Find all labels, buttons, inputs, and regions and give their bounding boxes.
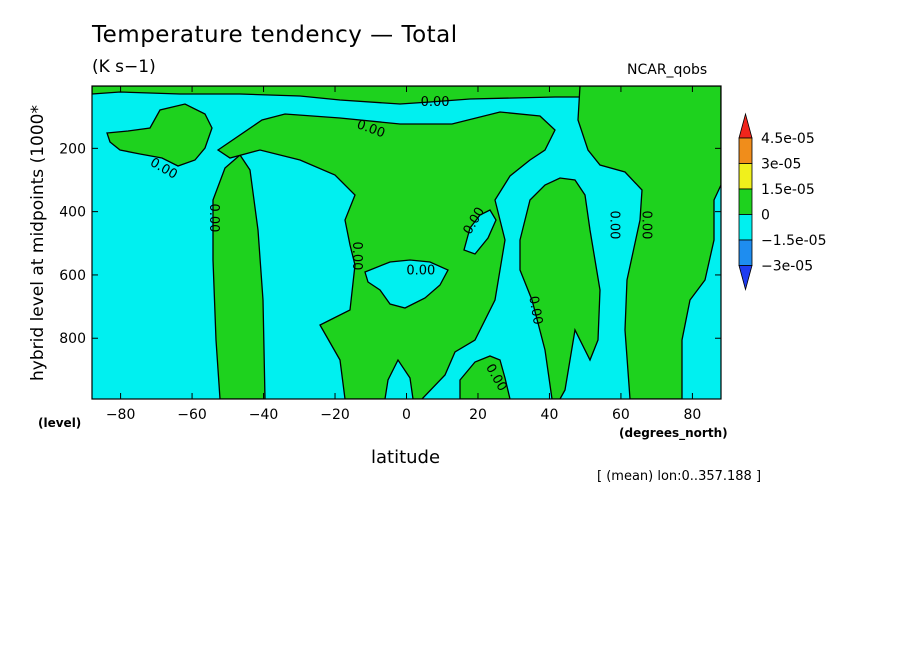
y-tick-label: 600 xyxy=(59,268,86,284)
x-tick-label: −20 xyxy=(320,407,350,423)
legend-swatch xyxy=(738,214,753,241)
dataset-name: NCAR_qobs xyxy=(627,62,708,78)
axis-ticks: −80 −60 −40 −20 0 20 40 60 80 200 400 600 800 xyxy=(59,86,721,423)
contour-label: 0.00 xyxy=(525,295,545,326)
positive-region xyxy=(577,86,721,399)
legend-swatch xyxy=(738,163,753,190)
contour-label: 0.00 xyxy=(421,95,450,110)
legend-label: −1.5e-05 xyxy=(761,233,826,249)
positive-region xyxy=(519,177,601,399)
positive-regions xyxy=(92,86,721,399)
y-tick-label: 400 xyxy=(59,205,86,221)
x-tick-label: 0 xyxy=(402,407,411,423)
x-tick-label: 80 xyxy=(683,407,701,423)
contour-label: 0.00 xyxy=(638,210,653,239)
legend-label: 1.5e-05 xyxy=(761,182,815,198)
x-tick-label: 60 xyxy=(612,407,630,423)
y-tick-label: 800 xyxy=(59,331,86,347)
color-legend: 4.5e-05 3e-05 1.5e-05 0 −1.5e-05 −3e-05 xyxy=(738,112,826,292)
x-tick-label: −60 xyxy=(177,407,207,423)
contour-label: 0.00 xyxy=(406,264,435,279)
legend-swatch xyxy=(738,112,753,139)
x-tick-label: 20 xyxy=(469,407,487,423)
x-tick-label: −40 xyxy=(249,407,279,423)
legend-swatch xyxy=(738,265,753,292)
positive-region xyxy=(459,355,511,399)
positive-region xyxy=(216,111,556,399)
legend-label: 4.5e-05 xyxy=(761,131,815,147)
contour-label: 0.00 xyxy=(349,241,364,270)
y-tick-label: 200 xyxy=(59,141,86,157)
legend-label: 3e-05 xyxy=(761,157,801,173)
negative-holes xyxy=(364,209,497,309)
chart-title: Temperature tendency — Total xyxy=(92,22,458,48)
chart-units: (K s−1) xyxy=(92,57,156,77)
mean-longitude-note: [ (mean) lon:0..357.188 ] xyxy=(597,469,762,484)
legend-label: −3e-05 xyxy=(761,259,813,275)
legend-swatch xyxy=(738,188,753,215)
legend-swatch xyxy=(738,137,753,164)
positive-region xyxy=(106,103,213,167)
x-axis-label: latitude xyxy=(371,447,441,468)
x-tick-label: 40 xyxy=(541,407,559,423)
legend-swatch xyxy=(738,239,753,266)
negative-region xyxy=(364,259,449,309)
positive-region xyxy=(212,154,266,399)
negative-region xyxy=(463,209,497,255)
x-axis-units: (degrees_north) xyxy=(619,426,728,440)
contour-label: 0.00 xyxy=(206,203,221,232)
y-axis-units: (level) xyxy=(38,416,82,430)
contour-label: 0.00 xyxy=(606,210,621,239)
legend-label: 0 xyxy=(761,208,770,224)
x-tick-label: −80 xyxy=(106,407,136,423)
